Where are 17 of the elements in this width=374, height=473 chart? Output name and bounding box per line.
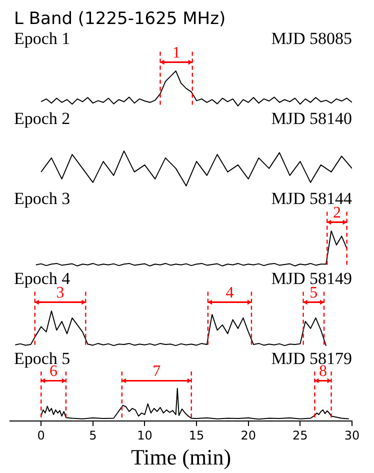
x-tick-label: 25 — [292, 428, 308, 442]
text: MJD 58140 — [271, 109, 352, 128]
text: MJD 58085 — [271, 29, 352, 48]
chart-title: L Band (1225-1625 MHz) — [13, 8, 226, 30]
x-tick-label: 20 — [240, 428, 256, 442]
text: 7 — [152, 362, 161, 380]
x-axis-title: Time (min) — [130, 444, 232, 470]
chart-subtitle: Epoch 1 — [14, 29, 70, 48]
x-tick-label: 5 — [89, 428, 97, 442]
x-tick-label: 0 — [37, 428, 45, 442]
x-tick-label: 15 — [188, 428, 204, 442]
chart-subtitle: Epoch 3 — [14, 189, 70, 208]
chart-subtitle: Epoch 2 — [14, 109, 70, 128]
text: 4 — [226, 284, 234, 302]
text: 1 — [172, 44, 180, 62]
x-tick-label: 30 — [344, 428, 360, 442]
x-tick-label: 10 — [137, 428, 152, 442]
